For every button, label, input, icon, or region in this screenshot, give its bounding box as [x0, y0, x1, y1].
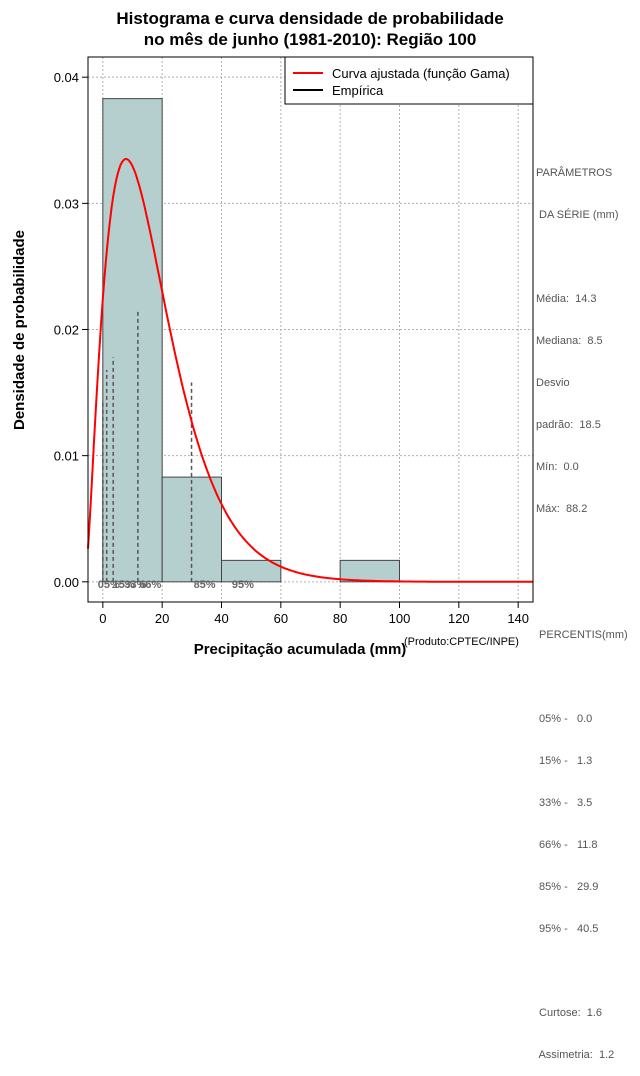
percentile-label: 95%: [232, 579, 254, 591]
chart-title: Histograma e curva densidade de probabil…: [0, 8, 620, 50]
stat-curtose: Curtose: 1.6: [536, 1007, 603, 1019]
stats-panel: PARÂMETROS DA SÉRIE (mm) Média: 14.3 Med…: [536, 138, 640, 1076]
y-axis-label: Densidade de probabilidade: [11, 230, 28, 430]
x-tick-label: 0: [99, 611, 106, 626]
parametros-title-1: PARÂMETROS: [536, 167, 613, 179]
x-tick-label: 140: [507, 611, 529, 626]
stat-p66: 66% - 11.8: [536, 839, 598, 851]
percentile-labels: 05%15%33%66% 85% 95%: [98, 579, 254, 591]
gamma-curve: [87, 157, 533, 583]
percentis-title: PERCENTIS(mm): [536, 629, 628, 641]
chart-area: 0 20 40 60 80 100 120 140 0.00 0.01 0.02 0.03 0.04 0…: [11, 56, 534, 658]
percentile-label: 66%: [139, 579, 161, 591]
stat-min: Mín: 0.0: [536, 461, 579, 473]
x-tick-label: 80: [333, 611, 347, 626]
credit-text: (Produto:CPTEC/INPE): [404, 636, 519, 648]
x-axis-label: Precipitação acumulada (mm): [194, 641, 407, 658]
axis-ticks: 0 20 40 60 80 100 120 140 0.00 0.01 0.02 0.03 0.04: [54, 70, 529, 626]
histogram-bars: [102, 98, 400, 583]
stat-p05: 05% - 0.0: [536, 713, 593, 725]
parametros-title-2: DA SÉRIE (mm): [536, 209, 619, 221]
legend-box: [284, 56, 534, 105]
y-tick-label: 0.00: [54, 575, 79, 590]
stat-p95: 95% - 40.5: [536, 923, 599, 935]
legend-label-empirica: Empírica: [332, 83, 384, 98]
stat-media: Média: 14.3: [536, 293, 597, 305]
stat-assimetria: Assimetria: 1.2: [536, 1049, 615, 1061]
y-tick-label: 0.03: [54, 196, 79, 211]
stat-p33: 33% - 3.5: [536, 797, 593, 809]
x-tick-label: 100: [389, 611, 411, 626]
percentile-label: 33%: [124, 579, 146, 591]
x-tick-label: 120: [448, 611, 470, 626]
stat-desvio-2: padrão: 18.5: [536, 419, 601, 431]
legend-label-curve: Curva ajustada (função Gama): [332, 66, 510, 81]
y-tick-label: 0.01: [54, 449, 79, 464]
title-line-1: Histograma e curva densidade de probabil…: [116, 9, 504, 28]
histogram-bar: [221, 559, 282, 583]
x-tick-label: 20: [155, 611, 169, 626]
stat-p15: 15% - 1.3: [536, 755, 593, 767]
percentile-label: 15%: [113, 579, 135, 591]
stat-desvio-1: Desvio: [536, 377, 570, 389]
stat-max: Máx: 88.2: [536, 503, 588, 515]
histogram-bar: [339, 559, 400, 583]
x-tick-label: 60: [274, 611, 288, 626]
legend: Curva ajustada (função Gama) Empírica: [284, 56, 534, 105]
title-line-2: no mês de junho (1981-2010): Região 100: [143, 30, 477, 49]
histogram-bar: [102, 98, 163, 583]
percentile-label: 85%: [194, 579, 216, 591]
percentile-lines: [102, 310, 193, 582]
y-tick-label: 0.02: [54, 323, 79, 338]
stat-p85: 85% - 29.9: [536, 881, 599, 893]
percentile-label: 05%: [98, 579, 120, 591]
y-tick-label: 0.04: [54, 70, 79, 85]
x-tick-label: 40: [214, 611, 228, 626]
stat-mediana: Mediana: 8.5: [536, 335, 603, 347]
